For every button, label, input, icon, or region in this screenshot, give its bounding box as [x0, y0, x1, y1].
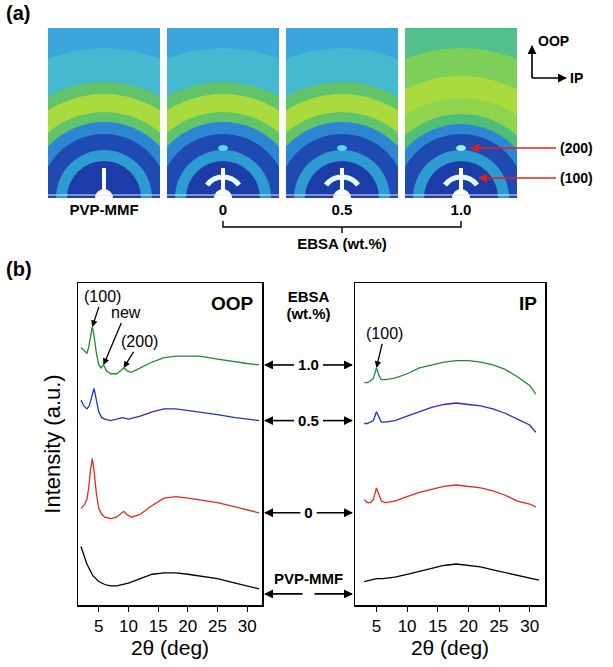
svg-text:(200): (200)	[121, 333, 158, 350]
svg-text:(100): (100)	[366, 325, 403, 342]
svg-text:(a): (a)	[6, 2, 30, 24]
svg-text:30: 30	[520, 617, 539, 636]
svg-text:EBSA(wt.%): EBSA(wt.%)	[286, 288, 330, 322]
svg-text:10: 10	[119, 617, 138, 636]
svg-text:0.5: 0.5	[332, 201, 353, 218]
svg-text:5: 5	[372, 617, 381, 636]
svg-text:5: 5	[94, 617, 103, 636]
svg-text:OOP: OOP	[538, 33, 569, 49]
svg-text:EBSA (wt.%): EBSA (wt.%)	[297, 235, 386, 252]
svg-text:0: 0	[304, 504, 312, 521]
svg-text:20: 20	[178, 617, 197, 636]
svg-text:25: 25	[208, 617, 227, 636]
svg-text:(100): (100)	[560, 170, 593, 186]
svg-text:0.5: 0.5	[298, 412, 319, 429]
svg-text:1.0: 1.0	[298, 356, 319, 373]
svg-text:15: 15	[428, 617, 447, 636]
svg-text:(200): (200)	[560, 140, 593, 156]
svg-text:(100): (100)	[84, 288, 121, 305]
svg-text:new: new	[111, 304, 141, 321]
svg-text:(b): (b)	[6, 258, 32, 280]
svg-text:IP: IP	[519, 293, 537, 314]
svg-text:OOP: OOP	[211, 293, 254, 314]
svg-text:2θ (deg): 2θ (deg)	[411, 636, 489, 659]
svg-text:10: 10	[398, 617, 417, 636]
svg-text:20: 20	[459, 617, 478, 636]
svg-text:0: 0	[219, 201, 227, 218]
svg-text:IP: IP	[570, 70, 583, 86]
svg-text:Intensity (a.u.): Intensity (a.u.)	[40, 374, 65, 513]
svg-text:30: 30	[238, 617, 257, 636]
svg-text:1.0: 1.0	[451, 201, 472, 218]
svg-text:PVP-MMF: PVP-MMF	[69, 201, 138, 218]
svg-text:15: 15	[149, 617, 168, 636]
svg-text:2θ (deg): 2θ (deg)	[131, 636, 209, 659]
svg-text:PVP-MMF: PVP-MMF	[274, 570, 343, 587]
svg-text:25: 25	[490, 617, 509, 636]
